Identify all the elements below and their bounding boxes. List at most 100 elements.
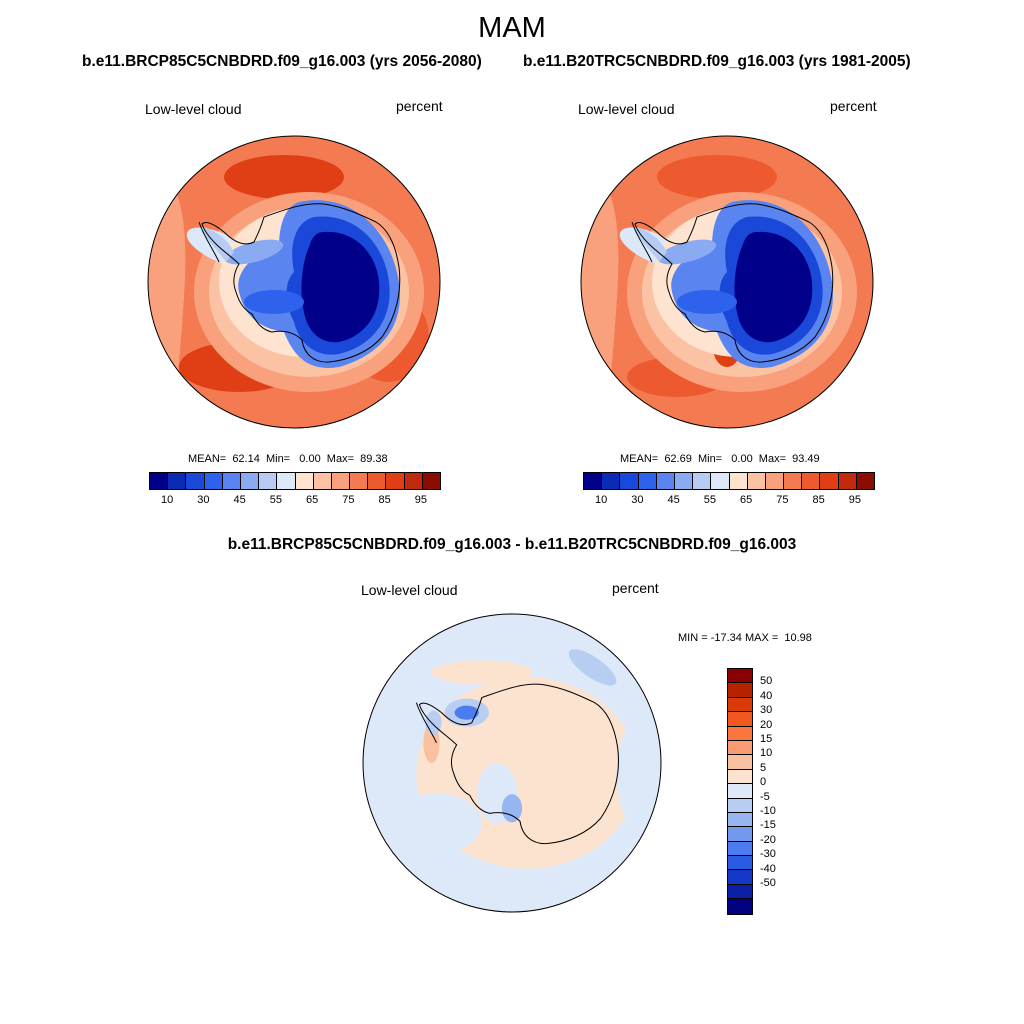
- colorbar-box: [728, 755, 752, 770]
- colorbar-box: [368, 473, 387, 489]
- colorbar-box: [820, 473, 839, 489]
- colorbar-tick-label: 50: [760, 675, 773, 688]
- colorbar-tick-label: 45: [667, 494, 680, 506]
- colorbar-box: [313, 473, 332, 489]
- colorbar-tick-label: 15: [760, 733, 773, 745]
- colorbar-box: [728, 841, 752, 857]
- colorbar-box: [404, 473, 423, 489]
- colorbar-box: [728, 740, 752, 756]
- colorbar-box: [784, 473, 803, 489]
- figure-title: MAM: [478, 12, 546, 44]
- left-colorbar: [149, 472, 441, 490]
- colorbar-box: [728, 812, 752, 828]
- colorbar-box: [204, 473, 223, 489]
- colorbar-box: [728, 899, 752, 914]
- colorbar-tick-label: -15: [760, 819, 776, 832]
- colorbar-tick-label: 75: [776, 494, 789, 506]
- right-stats: MEAN= 62.69 Min= 0.00 Max= 93.49: [620, 453, 820, 465]
- colorbar-tick-label: 0: [760, 776, 767, 789]
- colorbar-box: [620, 473, 639, 489]
- left-polar-map: [147, 135, 441, 429]
- colorbar-tick-label: 10: [161, 494, 174, 506]
- colorbar-box: [656, 473, 675, 489]
- colorbar-box: [728, 669, 752, 684]
- colorbar-tick-label: 30: [760, 704, 773, 717]
- right-polar-map: [580, 135, 874, 429]
- colorbar-box: [150, 473, 169, 489]
- colorbar-box: [728, 884, 752, 900]
- colorbar-box: [728, 827, 752, 842]
- colorbar-box: [728, 856, 752, 871]
- colorbar-box: [838, 473, 857, 489]
- left-run-title: b.e11.BRCP85C5CNBDRD.f09_g16.003 (yrs 20…: [82, 53, 482, 70]
- colorbar-tick-label: -40: [760, 862, 776, 875]
- colorbar-box: [386, 473, 405, 489]
- colorbar-box: [711, 473, 730, 489]
- colorbar-tick-label: -5: [760, 790, 770, 803]
- diff-stats: MIN = -17.34 MAX = 10.98: [678, 632, 812, 644]
- colorbar-tick-label: -20: [760, 833, 776, 846]
- colorbar-box: [350, 473, 369, 489]
- colorbar-box: [186, 473, 205, 489]
- colorbar-box: [295, 473, 314, 489]
- colorbar-box: [728, 798, 752, 813]
- right-units-label: percent: [830, 98, 877, 114]
- colorbar-box: [728, 769, 752, 785]
- colorbar-tick-label: 65: [740, 494, 753, 506]
- colorbar-tick-label: -10: [760, 805, 776, 817]
- colorbar-box: [168, 473, 187, 489]
- colorbar-tick-label: 10: [760, 747, 773, 760]
- colorbar-box: [747, 473, 766, 489]
- colorbar-box: [638, 473, 657, 489]
- colorbar-box: [728, 683, 752, 698]
- colorbar-box: [259, 473, 278, 489]
- right-colorbar: [583, 472, 875, 490]
- colorbar-tick-label: 10: [595, 494, 608, 506]
- colorbar-box: [729, 473, 748, 489]
- colorbar-tick-label: 55: [703, 494, 716, 506]
- diff-units-label: percent: [612, 580, 659, 596]
- colorbar-tick-label: 5: [760, 761, 767, 774]
- colorbar-tick-label: 85: [378, 494, 391, 506]
- colorbar-box: [728, 712, 752, 727]
- diff-colorbar: [727, 668, 753, 915]
- left-units-label: percent: [396, 98, 443, 114]
- colorbar-box: [728, 784, 752, 799]
- colorbar-box: [728, 726, 752, 741]
- colorbar-tick-label: -30: [760, 848, 776, 861]
- left-variable-label: Low-level cloud: [145, 101, 242, 117]
- colorbar-tick-label: 30: [197, 494, 210, 506]
- colorbar-box: [331, 473, 351, 489]
- colorbar-box: [240, 473, 260, 489]
- diff-colorbar-ticks: 50 40 30 20 15 10 5 0 -5 -10 -15 -20 -30 -40 -50: [760, 668, 800, 913]
- diff-title: b.e11.BRCP85C5CNBDRD.f09_g16.003 - b.e11…: [227, 536, 797, 553]
- right-run-title: b.e11.B20TRC5CNBDRD.f09_g16.003 (yrs 198…: [523, 53, 911, 70]
- colorbar-tick-label: 75: [342, 494, 355, 506]
- colorbar-box: [422, 473, 440, 489]
- colorbar-box: [584, 473, 603, 489]
- diff-variable-label: Low-level cloud: [361, 582, 458, 598]
- colorbar-box: [765, 473, 785, 489]
- colorbar-tick-label: 65: [306, 494, 319, 506]
- colorbar-tick-label: 45: [233, 494, 246, 506]
- colorbar-box: [674, 473, 694, 489]
- colorbar-box: [728, 697, 752, 713]
- colorbar-tick-label: -50: [760, 877, 776, 889]
- colorbar-tick-label: 20: [760, 718, 773, 731]
- right-variable-label: Low-level cloud: [578, 101, 675, 117]
- colorbar-box: [277, 473, 296, 489]
- left-stats: MEAN= 62.14 Min= 0.00 Max= 89.38: [188, 453, 388, 465]
- colorbar-box: [222, 473, 241, 489]
- colorbar-box: [602, 473, 621, 489]
- colorbar-box: [728, 870, 752, 885]
- colorbar-tick-label: 30: [631, 494, 644, 506]
- colorbar-box: [802, 473, 821, 489]
- colorbar-box: [693, 473, 712, 489]
- colorbar-tick-label: 95: [414, 494, 427, 506]
- colorbar-tick-label: 55: [269, 494, 282, 506]
- diff-polar-map: [362, 613, 662, 913]
- colorbar-tick-label: 85: [812, 494, 825, 506]
- colorbar-tick-label: 95: [848, 494, 861, 506]
- colorbar-tick-label: 40: [760, 689, 773, 702]
- colorbar-box: [856, 473, 874, 489]
